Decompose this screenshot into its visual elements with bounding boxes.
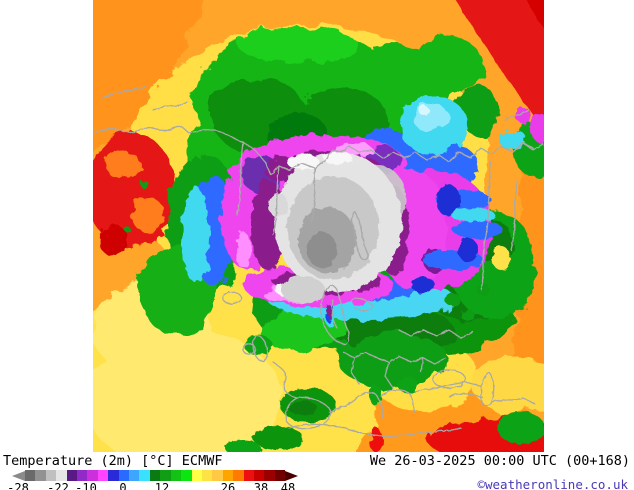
copyright-text: ©weatheronline.co.uk <box>477 477 628 490</box>
gray-arctic-core <box>268 151 406 304</box>
scale-segment <box>77 470 88 481</box>
scale-segment <box>129 470 140 481</box>
scale-segment <box>25 470 36 481</box>
scale-tick: -22 <box>47 481 69 490</box>
map-area <box>93 0 544 452</box>
scale-segment <box>191 470 202 481</box>
scale-segment <box>149 470 161 481</box>
scale-tick: -28 <box>7 481 29 490</box>
blue-streaks <box>411 184 503 293</box>
map-title: Temperature (2m) [°C] ECMWF <box>3 453 223 469</box>
scale-segment <box>97 470 109 481</box>
scale-segment <box>201 470 213 481</box>
scale-segment <box>139 470 150 481</box>
scale-segment <box>87 470 98 481</box>
scale-segment <box>233 470 244 481</box>
color-scale <box>12 470 298 481</box>
scale-segment <box>170 470 182 481</box>
color-scale-segments <box>25 470 286 481</box>
scale-tick: 0 <box>119 481 127 490</box>
scale-segment <box>222 470 234 481</box>
scale-segment <box>56 470 67 481</box>
scale-segment <box>264 470 275 481</box>
scale-tick: 26 <box>220 481 236 490</box>
scale-right-arrow-icon <box>285 470 298 481</box>
timestamp: We 26-03-2025 00:00 UTC (00+168) <box>369 453 630 469</box>
scale-segment <box>66 470 78 481</box>
scale-segment <box>160 470 171 481</box>
scale-tick: 38 <box>253 481 269 490</box>
scale-tick: 12 <box>154 481 170 490</box>
coastlines <box>93 85 544 437</box>
scale-segment <box>243 470 254 481</box>
scale-left-arrow-icon <box>12 470 25 481</box>
scale-segment <box>45 470 57 481</box>
scale-segment <box>181 470 192 481</box>
scale-tick: -10 <box>75 481 97 490</box>
scale-segment <box>274 470 286 481</box>
scale-tick: 48 <box>280 481 296 490</box>
temperature-map-svg <box>93 0 544 452</box>
scale-segment <box>212 470 223 481</box>
scale-segment <box>118 470 130 481</box>
scale-segment <box>253 470 265 481</box>
scale-segment <box>108 470 119 481</box>
scale-segment <box>35 470 46 481</box>
legend-bar: Temperature (2m) [°C] ECMWF We 26-03-202… <box>0 452 634 490</box>
